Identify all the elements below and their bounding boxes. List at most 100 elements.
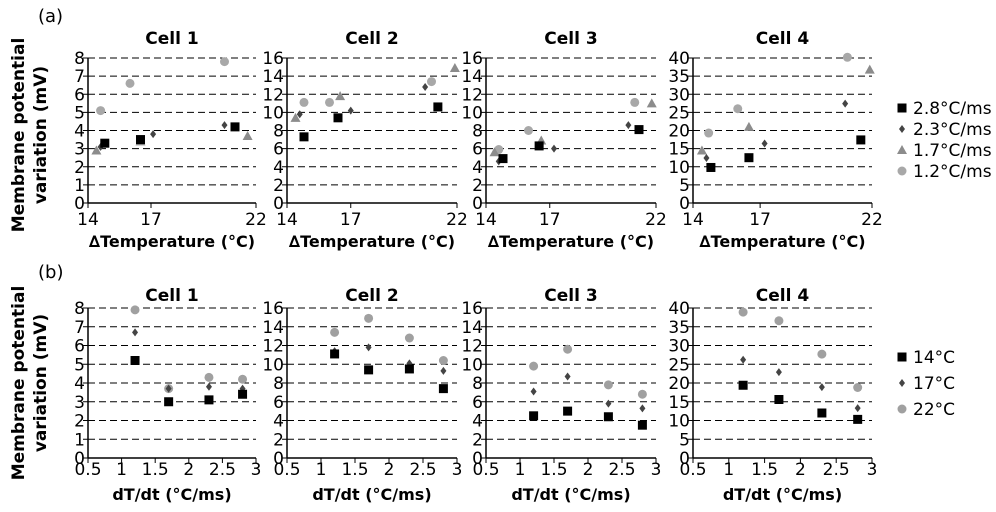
- data-point: [100, 138, 110, 148]
- x-tick-label: 2.5: [409, 460, 436, 480]
- legend-marker: [899, 125, 905, 133]
- y-tick-label: 3: [74, 140, 85, 160]
- data-point: [534, 141, 544, 151]
- data-point: [130, 305, 140, 315]
- data-point: [646, 98, 657, 108]
- data-point: [136, 135, 145, 145]
- y-tick-label: 14: [461, 67, 483, 87]
- x-tick-label: 14: [276, 210, 298, 230]
- y-tick-label: 12: [461, 337, 483, 357]
- data-point: [325, 97, 334, 107]
- y-tick-label: 6: [472, 140, 483, 160]
- data-point: [204, 395, 214, 405]
- x-axis-label-text: Temperature (°C): [300, 232, 455, 251]
- y-tick-label: 16: [262, 299, 284, 319]
- y-tick-label: 0: [679, 194, 690, 214]
- y-tick-label: 7: [74, 318, 85, 338]
- x-axis-label: dT/dt (°C/ms): [112, 485, 231, 504]
- data-point: [639, 404, 646, 413]
- data-point: [96, 106, 106, 116]
- data-point: [856, 135, 866, 145]
- y-tick-label: 30: [668, 337, 690, 357]
- y-tick-label: 4: [273, 158, 284, 178]
- y-tick-label: 5: [74, 103, 85, 123]
- data-point: [205, 382, 212, 391]
- chart-title: Cell 4: [756, 286, 810, 306]
- x-tick-label: 14: [475, 210, 497, 230]
- data-point: [242, 130, 253, 140]
- x-tick-label: 17: [340, 210, 362, 230]
- data-point: [364, 313, 374, 323]
- ylabel-b-line2: variation (mV): [31, 314, 51, 452]
- data-point: [743, 121, 754, 131]
- data-point: [738, 307, 748, 317]
- data-point: [498, 154, 508, 164]
- data-point: [774, 395, 784, 404]
- data-point: [634, 125, 644, 135]
- y-tick-label: 8: [273, 122, 284, 142]
- ylabel-a-line2: variation (mV): [31, 66, 51, 204]
- delta-symbol: ∆: [488, 232, 500, 251]
- x-axis-label: dT/dt (°C/ms): [723, 485, 842, 504]
- legend-marker: [897, 352, 907, 362]
- data-point: [230, 122, 240, 132]
- data-point: [864, 64, 875, 74]
- x-tick-label: 3: [251, 460, 262, 480]
- x-tick-label: 14: [77, 210, 99, 230]
- y-tick-label: 10: [262, 355, 284, 375]
- data-point: [853, 414, 863, 424]
- data-point: [733, 104, 743, 114]
- legend-marker: [897, 103, 907, 113]
- x-tick-label: 0.5: [273, 460, 300, 480]
- data-point: [551, 144, 557, 153]
- y-tick-label: 4: [472, 158, 483, 178]
- data-point: [625, 121, 632, 130]
- x-tick-label: 22: [245, 210, 267, 230]
- y-tick-label: 4: [472, 412, 483, 432]
- y-tick-label: 20: [668, 122, 690, 142]
- data-point: [333, 113, 343, 123]
- y-tick-label: 6: [74, 337, 85, 357]
- x-axis-label: ∆Temperature (°C): [89, 232, 255, 251]
- legend-label: 17°C: [913, 374, 955, 394]
- data-point: [404, 333, 414, 343]
- data-point: [774, 316, 784, 326]
- x-axis-label-text: dT/dt (°C/ms): [723, 485, 842, 504]
- x-axis-label: dT/dt (°C/ms): [312, 485, 431, 504]
- y-tick-label: 12: [262, 337, 284, 357]
- y-tick-label: 4: [74, 122, 85, 142]
- y-tick-label: 40: [668, 49, 690, 69]
- y-tick-label: 0: [679, 449, 690, 469]
- y-tick-label: 4: [74, 374, 85, 394]
- data-point: [703, 154, 710, 163]
- data-point: [738, 380, 748, 390]
- x-tick-label: 3: [651, 460, 662, 480]
- data-point: [696, 145, 707, 155]
- data-point: [605, 399, 612, 408]
- x-axis-label: dT/dt (°C/ms): [511, 485, 630, 504]
- legend-label: 2.3°C/ms: [913, 120, 992, 140]
- x-tick-label: 2.5: [209, 460, 236, 480]
- legend-b: 14°C 17°C 22°C: [897, 348, 955, 420]
- data-point: [842, 99, 849, 108]
- x-tick-label: 3: [867, 460, 878, 480]
- y-tick-label: 4: [273, 412, 284, 432]
- ylabel-a-line1: Membrane potential: [9, 38, 29, 233]
- data-point: [130, 356, 140, 365]
- y-tick-label: 2: [472, 176, 483, 196]
- data-point: [347, 106, 354, 115]
- data-point: [706, 162, 716, 172]
- legend-label: 1.2°C/ms: [913, 162, 992, 182]
- y-tick-label: 0: [273, 194, 284, 214]
- panel-label-b: (b): [38, 262, 63, 283]
- x-tick-label: 0.5: [74, 460, 101, 480]
- y-tick-label: 10: [461, 103, 483, 123]
- x-tick-label: 1: [515, 460, 526, 480]
